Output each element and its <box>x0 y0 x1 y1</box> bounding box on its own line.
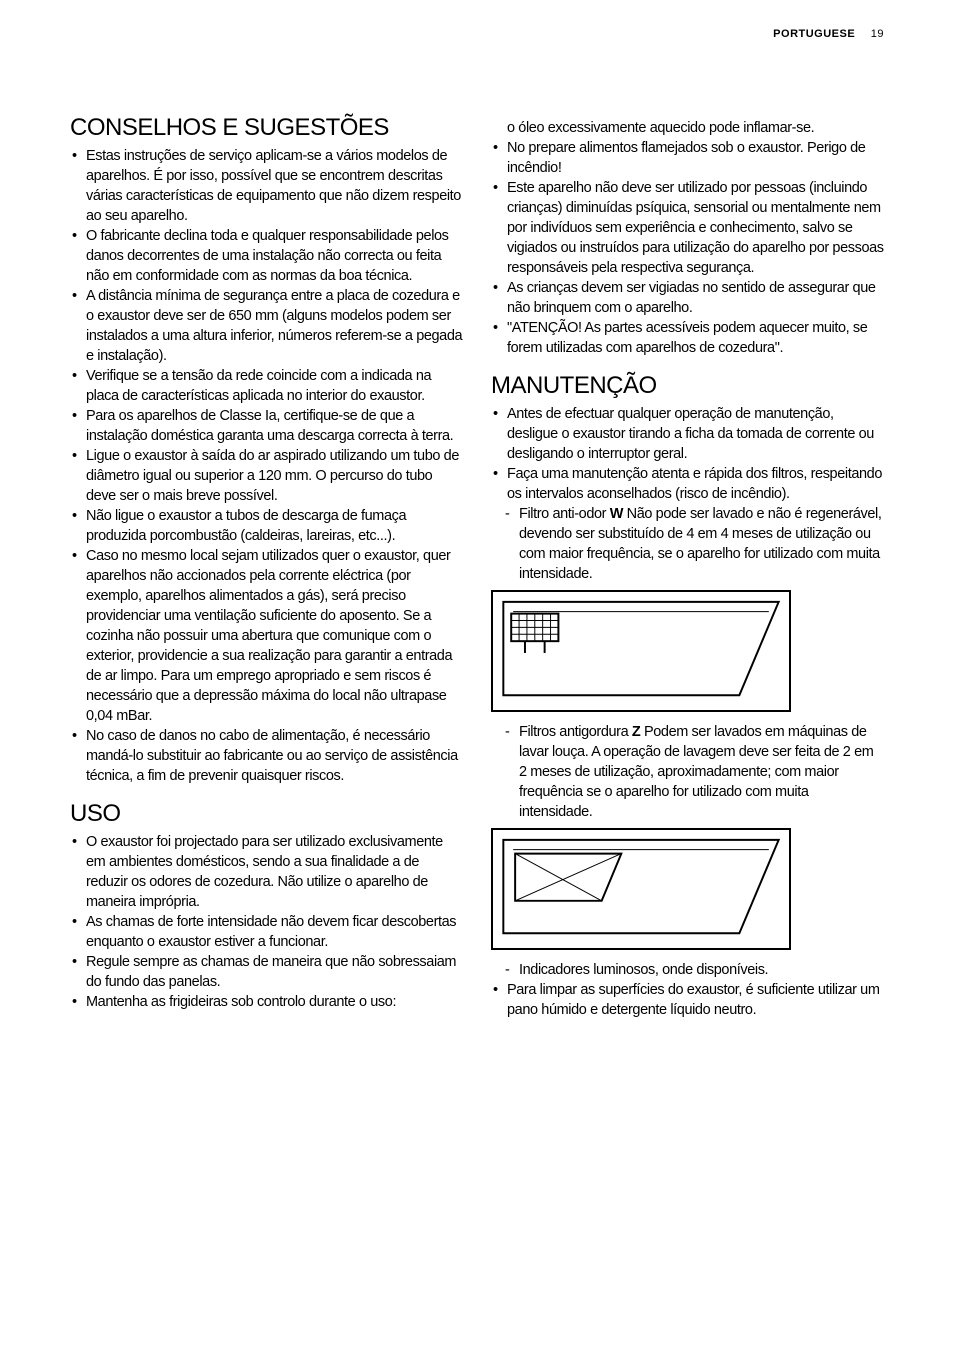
filter-w-svg <box>493 592 789 710</box>
list-item: O exaustor foi projectado para ser utili… <box>70 832 463 912</box>
list-item: Regule sempre as chamas de maneira que n… <box>70 952 463 992</box>
list-item: "ATENÇÃO! As partes acessíveis podem aqu… <box>491 318 884 358</box>
list-item: Faça uma manutenção atenta e rápida dos … <box>491 464 884 504</box>
list-item: Caso no mesmo local sejam utilizados que… <box>70 546 463 726</box>
sublist-filter-w: Filtro anti-odor W Não pode ser lavado e… <box>491 504 884 584</box>
diagram-filter-z <box>491 828 791 950</box>
heading-uso: USO <box>70 800 463 828</box>
list-item: Para os aparelhos de Classe Ia, certifiq… <box>70 406 463 446</box>
list-conselhos: Estas instruções de serviço aplicam-se a… <box>70 146 463 786</box>
list-item: Ligue o exaustor à saída do ar aspirado … <box>70 446 463 506</box>
heading-conselhos: CONSELHOS E SUGESTÕES <box>70 114 463 142</box>
list-uso: O exaustor foi projectado para ser utili… <box>70 832 463 1012</box>
page: PORTUGUESE 19 CONSELHOS E SUGESTÕES Esta… <box>0 0 954 1074</box>
sublist-indicators: Indicadores luminosos, onde disponíveis. <box>491 960 884 980</box>
sublist-item: Filtros antigordura Z Podem ser lavados … <box>491 722 884 822</box>
filter-z-svg <box>493 830 789 948</box>
sublist-filter-z: Filtros antigordura Z Podem ser lavados … <box>491 722 884 822</box>
list-item: O fabricante declina toda e qualquer res… <box>70 226 463 286</box>
heading-manutencao: MANUTENÇÃO <box>491 372 884 400</box>
list-manutencao-2: Para limpar as superfícies do exaustor, … <box>491 980 884 1020</box>
sublist-item: Filtro anti-odor W Não pode ser lavado e… <box>491 504 884 584</box>
list-uso-cont: o óleo excessivamente aquecido pode infl… <box>491 118 884 358</box>
list-item: Estas instruções de serviço aplicam-se a… <box>70 146 463 226</box>
list-item: No caso de danos no cabo de alimentação,… <box>70 726 463 786</box>
list-item: Para limpar as superfícies do exaustor, … <box>491 980 884 1020</box>
list-item: Mantenha as frigideiras sob controlo dur… <box>70 992 463 1012</box>
header-lang: PORTUGUESE <box>773 28 855 40</box>
list-item: Este aparelho não deve ser utilizado por… <box>491 178 884 278</box>
list-item: Antes de efectuar qualquer operação de m… <box>491 404 884 464</box>
list-item: Não ligue o exaustor a tubos de descarga… <box>70 506 463 546</box>
sublist-item: Indicadores luminosos, onde disponíveis. <box>491 960 884 980</box>
list-item: As chamas de forte intensidade não devem… <box>70 912 463 952</box>
page-number: 19 <box>871 28 884 40</box>
list-item: As crianças devem ser vigiadas no sentid… <box>491 278 884 318</box>
list-item-cont: o óleo excessivamente aquecido pode infl… <box>491 118 884 138</box>
column-left: CONSELHOS E SUGESTÕES Estas instruções d… <box>70 110 463 1034</box>
content-columns: CONSELHOS E SUGESTÕES Estas instruções d… <box>70 110 884 1034</box>
column-right: o óleo excessivamente aquecido pode infl… <box>491 110 884 1034</box>
diagram-filter-w <box>491 590 791 712</box>
list-manutencao: Antes de efectuar qualquer operação de m… <box>491 404 884 504</box>
list-item: Verifique se a tensão da rede coincide c… <box>70 366 463 406</box>
list-item: No prepare alimentos flamejados sob o ex… <box>491 138 884 178</box>
list-item: A distância mínima de segurança entre a … <box>70 286 463 366</box>
page-header: PORTUGUESE 19 <box>70 28 884 40</box>
